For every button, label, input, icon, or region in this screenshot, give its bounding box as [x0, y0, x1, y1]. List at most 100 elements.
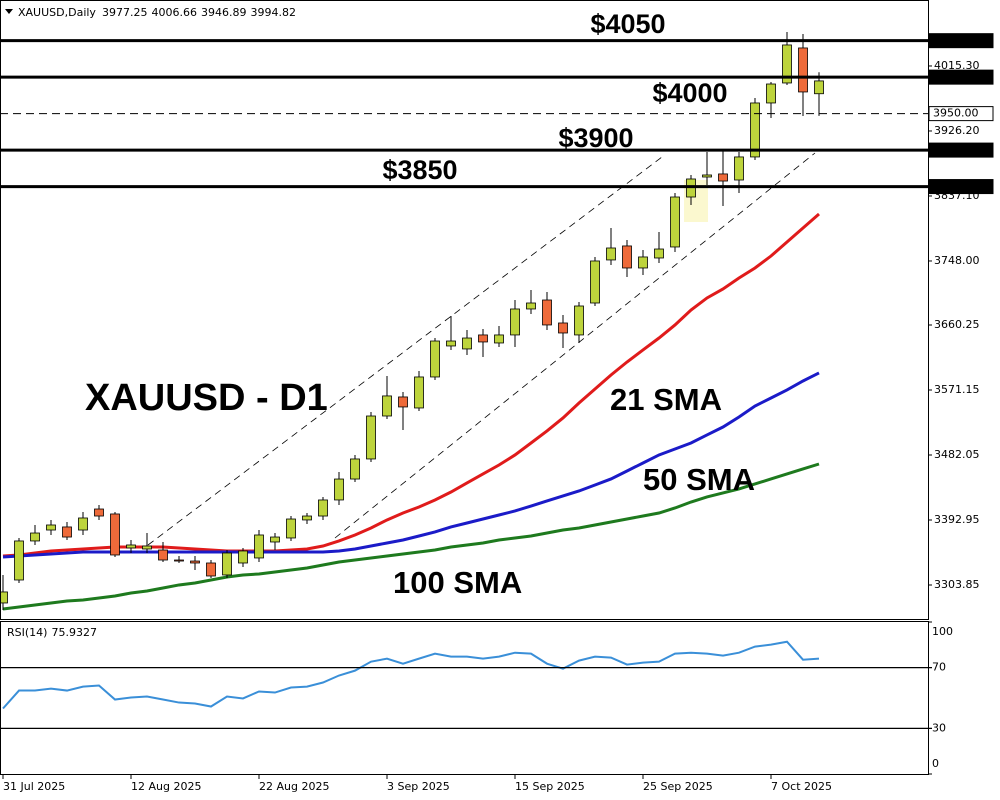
- y-tick-label: 100: [932, 625, 953, 638]
- level-label: 3950.00: [933, 107, 979, 120]
- x-tick-label: 25 Sep 2025: [643, 780, 713, 793]
- rsi-line: [2, 640, 820, 710]
- sma-line: [2, 462, 820, 611]
- candle-body: [110, 513, 120, 556]
- level-box: [928, 33, 994, 49]
- sma-line: [2, 212, 820, 558]
- candle-body: [270, 536, 280, 543]
- rsi-plot: [2, 640, 820, 710]
- candle-body: [46, 524, 56, 531]
- candle-body: [702, 174, 712, 178]
- candle-body: [782, 44, 792, 84]
- rsi-header: RSI(14) 75.9327: [7, 626, 97, 639]
- candle-body: [286, 518, 296, 539]
- level-box: [928, 106, 994, 122]
- series-label: 50 SMA: [643, 462, 755, 497]
- candle-body: [478, 334, 488, 343]
- candle-body: [414, 376, 424, 409]
- candle-body: [590, 260, 600, 304]
- candle-body: [542, 299, 552, 326]
- candle-body: [750, 102, 760, 158]
- level-label: 4000.00: [933, 70, 979, 83]
- y-tick-label: 30: [932, 721, 946, 734]
- x-tick-label: 3 Sep 2025: [387, 780, 450, 793]
- y-tick-label: 4015.30: [934, 59, 980, 72]
- x-tick-label: 15 Sep 2025: [515, 780, 585, 793]
- level-annotation: $4000: [652, 78, 727, 108]
- channel: [147, 152, 816, 546]
- y-tick-label: 3926.20: [934, 124, 980, 137]
- candle-body: [126, 544, 136, 549]
- candle-body: [254, 534, 264, 559]
- candle-body: [606, 247, 616, 261]
- candle-body: [526, 302, 536, 310]
- candle-body: [398, 396, 408, 408]
- candle-body: [206, 562, 216, 577]
- level-box: [928, 69, 994, 85]
- candle-body: [718, 173, 728, 182]
- level-label: 4050.00: [933, 34, 979, 47]
- series-label: 100 SMA: [393, 565, 522, 600]
- high-value: 4006.66: [151, 6, 197, 19]
- candle-body: [142, 545, 152, 550]
- level-label: 3850.00: [933, 180, 979, 193]
- x-tick-label: 7 Oct 2025: [771, 780, 832, 793]
- candle-body: [174, 559, 184, 562]
- price-panel: [0, 0, 929, 620]
- channel-lower: [334, 152, 816, 539]
- level-annotation: $4050: [590, 9, 665, 39]
- candle-body: [766, 83, 776, 104]
- y-tick-label: 3748.00: [934, 254, 980, 267]
- candle-body: [62, 526, 72, 538]
- candle-body: [350, 458, 360, 480]
- candle-body: [78, 517, 88, 531]
- close-value: 3994.82: [250, 6, 296, 19]
- level-annotation: $3850: [382, 155, 457, 185]
- candle-body: [510, 308, 520, 336]
- candle-body: [494, 334, 504, 344]
- candle-body: [734, 156, 744, 181]
- x-tick-label: 12 Aug 2025: [131, 780, 201, 793]
- y-tick-label: 3392.95: [934, 513, 980, 526]
- candle-body: [638, 256, 648, 269]
- level-box: [928, 142, 994, 158]
- y-tick-label: 3303.85: [934, 578, 980, 591]
- level-annotation: $3900: [558, 123, 633, 153]
- level-box: [928, 179, 994, 195]
- x-tick-label: 31 Jul 2025: [3, 780, 65, 793]
- open-value: 3977.25: [102, 6, 148, 19]
- candle-body: [94, 508, 104, 517]
- candle-body: [302, 515, 312, 521]
- candle-body: [654, 248, 664, 259]
- low-value: 3946.89: [201, 6, 247, 19]
- candle-body: [190, 560, 200, 564]
- chart-title: XAUUSD - D1: [85, 377, 328, 419]
- candle-body: [382, 395, 392, 417]
- overlay: 4015.303926.203837.103748.003660.253571.…: [0, 9, 994, 793]
- candle-body: [670, 196, 680, 248]
- symbol: XAUUSD,Daily: [18, 6, 96, 19]
- rsi-title: RSI(14): [7, 626, 47, 639]
- level-label: 3900.00: [933, 143, 979, 156]
- y-tick-label: 3660.25: [934, 318, 980, 331]
- candle-body: [430, 340, 440, 378]
- candle-body: [14, 540, 24, 581]
- y-tick-label: 70: [932, 661, 946, 674]
- candle-body: [30, 532, 40, 542]
- candle-body: [1, 591, 8, 604]
- y-tick-label: 3482.05: [934, 448, 980, 461]
- series-label: 21 SMA: [610, 382, 722, 417]
- candle-body: [222, 552, 232, 576]
- candle-body: [334, 478, 344, 501]
- candle-body: [814, 80, 824, 95]
- menu-icon: [5, 9, 13, 14]
- candle-body: [318, 499, 328, 517]
- candle-body: [462, 337, 472, 350]
- y-tick-label: 3571.15: [934, 383, 980, 396]
- candle-body: [158, 549, 168, 561]
- price-plot: [1, 31, 824, 611]
- candle-body: [446, 340, 456, 347]
- candle-body: [798, 47, 808, 93]
